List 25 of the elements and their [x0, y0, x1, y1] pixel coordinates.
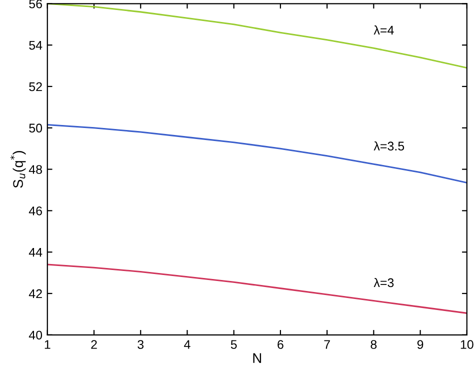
y-tick-label: 48 [28, 165, 42, 174]
x-tick-label: 3 [138, 340, 144, 349]
x-tick-label: 10 [460, 340, 474, 349]
x-tick-label: 6 [278, 340, 284, 349]
x-tick-label: 9 [417, 340, 424, 349]
series-label: λ=3 [374, 278, 394, 288]
y-tick-label: 50 [29, 124, 42, 133]
y-tick-label: 54 [29, 40, 42, 50]
x-tick-label: 7 [324, 340, 330, 349]
x-axis-title: N [253, 353, 262, 363]
y-tick-label: 44 [28, 248, 42, 257]
line-series [47, 124, 467, 184]
series-label: λ=4 [374, 25, 394, 34]
x-tick-label: 4 [184, 340, 190, 349]
series-label: λ=3.5 [374, 141, 404, 151]
x-tick-label: 8 [370, 340, 377, 349]
line-series [47, 264, 467, 314]
y-tick-label: 40 [28, 330, 42, 340]
x-tick-label: 1 [44, 340, 50, 349]
y-axis-title: S$_{u}$(q$^{*}$) [10, 151, 26, 188]
y-tick-label: 52 [29, 82, 42, 92]
y-tick-label: 46 [28, 206, 42, 216]
x-tick-label: 5 [230, 340, 237, 349]
x-tick-label: 2 [91, 340, 97, 349]
y-tick-label: 42 [28, 289, 42, 298]
